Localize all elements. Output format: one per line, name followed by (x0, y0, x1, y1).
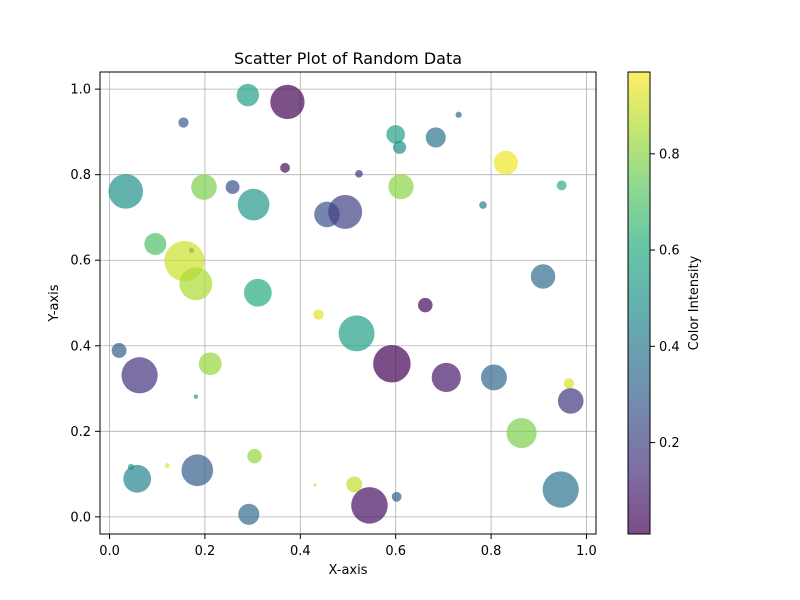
scatter-point-36 (193, 394, 199, 399)
scatter-point-27 (338, 315, 375, 352)
scatter-point-13 (225, 180, 240, 195)
scatter-point-40 (164, 463, 170, 468)
scatter-point-22 (179, 267, 213, 301)
scatter-point-42 (181, 454, 214, 487)
scatter-point-8 (280, 162, 290, 173)
scatter-point-4 (386, 125, 406, 144)
scatter-point-15 (479, 201, 487, 209)
scatter-point-1 (236, 83, 260, 107)
scatter-point-31 (373, 344, 411, 383)
x-axis-label: X-axis (329, 563, 368, 578)
colorbar: Color Intensity 0.2 0.4 0.6 0.8 (627, 71, 702, 535)
chart-title: Scatter Plot of Random Data (234, 49, 462, 68)
scatter-point-3 (455, 111, 462, 118)
scatter-point-9 (355, 170, 363, 178)
y-tick-label-4: 0.8 (70, 168, 91, 183)
scatter-point-24 (313, 309, 324, 320)
scatter-point-2 (178, 117, 189, 128)
y-tick-label-5: 1.0 (70, 83, 91, 98)
x-tick-label-1: 0.2 (195, 544, 216, 559)
x-tick-label-4: 0.8 (481, 544, 502, 559)
scatter-point-38 (247, 448, 262, 464)
x-axis: 0.0 0.2 0.4 0.6 0.8 1.0 (99, 534, 597, 559)
scatter-point-29 (121, 357, 158, 394)
scatter-point-12 (191, 174, 217, 200)
x-tick-label-2: 0.4 (290, 544, 311, 559)
scatter-point-33 (480, 364, 507, 391)
scatter-point-23 (243, 278, 272, 307)
scatter-point-48 (542, 471, 579, 508)
x-tick-label-3: 0.6 (385, 544, 406, 559)
x-tick-label-5: 1.0 (576, 544, 597, 559)
colorbar-frame (627, 71, 651, 535)
colorbar-tick-label-1: 0.4 (659, 340, 680, 355)
scatter-point-35 (557, 388, 584, 414)
scatter-point-11 (108, 174, 144, 209)
colorbar-label: Color Intensity (687, 255, 702, 350)
colorbar-tick-label-3: 0.8 (659, 147, 680, 162)
scatter-point-10 (556, 180, 567, 191)
scatter-point-43 (313, 483, 317, 487)
plot-frame (99, 71, 597, 535)
scatter-point-45 (351, 487, 388, 524)
scatter-point-5 (392, 140, 407, 154)
scatter-point-34 (563, 378, 574, 389)
y-axis: 0.0 0.2 0.4 0.6 0.8 1.0 (70, 83, 100, 525)
scatter-point-6 (425, 127, 446, 148)
scatter-point-25 (417, 297, 433, 313)
colorbar-tick-label-0: 0.2 (659, 436, 680, 451)
scatter-point-7 (493, 150, 518, 175)
scatter-point-37 (506, 417, 537, 449)
scatter-point-0 (270, 84, 305, 120)
scatter-point-41 (123, 464, 152, 493)
y-axis-label: Y-axis (47, 284, 62, 322)
x-tick-label-0: 0.0 (99, 544, 120, 559)
scatter-point-44 (346, 476, 363, 493)
scatter-point-47 (238, 503, 260, 525)
scatter-point-16 (237, 188, 270, 221)
scatter-point-18 (328, 194, 363, 229)
y-tick-label-3: 0.6 (70, 254, 91, 269)
colorbar-gradient (628, 72, 650, 534)
y-tick-label-2: 0.4 (70, 339, 91, 354)
scatter-point-30 (198, 352, 222, 376)
scatter-points (108, 83, 584, 525)
scatter-point-32 (431, 362, 461, 393)
scatter-point-14 (388, 174, 414, 200)
scatter-point-26 (530, 264, 556, 289)
scatter-point-46 (391, 491, 402, 502)
y-tick-label-1: 0.2 (70, 425, 91, 440)
scatter-point-28 (111, 343, 127, 358)
scatter-point-19 (144, 232, 167, 255)
colorbar-tick-label-2: 0.6 (659, 244, 680, 259)
y-tick-label-0: 0.0 (70, 510, 91, 525)
